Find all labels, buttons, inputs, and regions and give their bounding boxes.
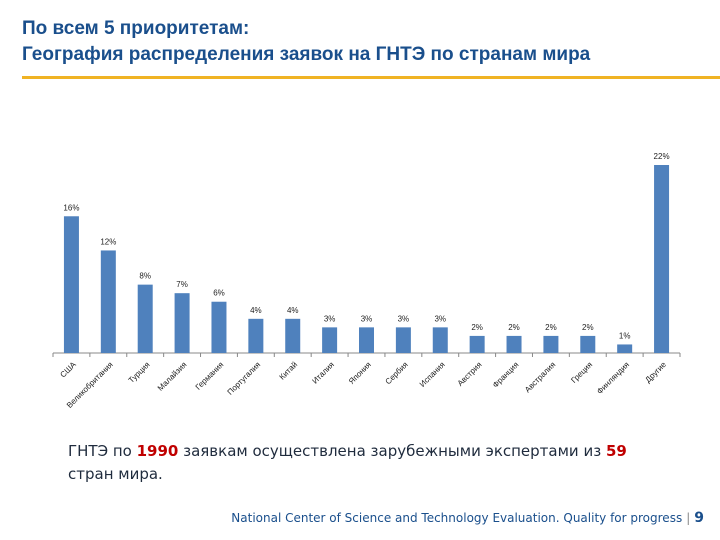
bar-1 xyxy=(100,250,116,353)
slide-title: По всем 5 приоритетам: География распред… xyxy=(22,16,702,68)
bar-12 xyxy=(506,335,522,353)
bar-value-label: 2% xyxy=(471,323,483,332)
title-line-1: По всем 5 приоритетам: xyxy=(22,18,250,39)
category-label: Турция xyxy=(127,360,152,385)
summary-note: ГНТЭ по 1990 заявкам осуществлена зарубе… xyxy=(68,440,668,486)
bar-value-label: 3% xyxy=(361,314,373,323)
countries-count: 59 xyxy=(605,442,627,460)
bar-value-label: 2% xyxy=(582,323,594,332)
bar-11 xyxy=(469,335,485,353)
bar-value-label: 4% xyxy=(287,306,299,315)
bar-3 xyxy=(174,293,190,353)
category-label: Германия xyxy=(194,360,226,392)
bar-0 xyxy=(63,216,79,353)
category-label: Китай xyxy=(277,360,299,382)
category-label: Испания xyxy=(418,360,447,389)
category-label: Греция xyxy=(569,360,594,385)
category-label: Австралия xyxy=(523,360,557,394)
category-label: Сербия xyxy=(384,360,410,386)
category-label: Малайзия xyxy=(156,360,189,393)
bar-value-label: 3% xyxy=(324,314,336,323)
note-text-1: ГНТЭ по xyxy=(68,442,137,460)
note-text-2: заявкам осуществлена зарубежными эксперт… xyxy=(178,442,606,460)
bar-4 xyxy=(211,301,227,353)
bar-5 xyxy=(248,318,264,353)
category-label: США xyxy=(58,360,78,380)
footer: National Center of Science and Technolog… xyxy=(231,510,704,526)
bar-value-label: 22% xyxy=(654,152,670,161)
applications-count: 1990 xyxy=(136,442,179,460)
title-line-2: География распределения заявок на ГНТЭ п… xyxy=(22,44,591,65)
category-label: Франция xyxy=(491,360,521,390)
bar-value-label: 3% xyxy=(434,314,446,323)
bar-14 xyxy=(580,335,596,353)
category-label: Италия xyxy=(310,360,336,386)
footer-separator: | xyxy=(686,511,691,525)
category-label: Япония xyxy=(347,360,373,386)
bar-value-label: 6% xyxy=(213,289,225,298)
bar-chart: 16%США12%Великобритания8%Турция7%Малайзи… xyxy=(52,152,681,410)
category-label: Другие xyxy=(643,360,668,385)
category-label: Финляндия xyxy=(595,360,631,396)
bar-9 xyxy=(395,327,411,353)
bar-value-label: 12% xyxy=(100,237,116,246)
category-label: Португалия xyxy=(226,360,263,397)
bar-value-label: 2% xyxy=(545,323,557,332)
bar-13 xyxy=(543,335,559,353)
bar-value-label: 4% xyxy=(250,306,262,315)
bar-10 xyxy=(432,327,448,353)
bar-value-label: 8% xyxy=(139,272,151,281)
bar-15 xyxy=(617,344,633,353)
bar-value-label: 3% xyxy=(398,314,410,323)
page-number: 9 xyxy=(694,510,704,526)
bar-value-label: 2% xyxy=(508,323,520,332)
title-accent-rule xyxy=(22,76,720,79)
bar-16 xyxy=(654,165,670,353)
bar-8 xyxy=(359,327,374,353)
category-label: Австрия xyxy=(456,360,484,388)
bar-7 xyxy=(322,327,338,353)
bar-2 xyxy=(137,284,153,353)
note-text-3: стран мира. xyxy=(68,465,163,483)
bar-6 xyxy=(285,318,301,353)
bar-value-label: 16% xyxy=(63,203,79,212)
bar-value-label: 1% xyxy=(619,331,631,340)
footer-text: National Center of Science and Technolog… xyxy=(231,511,683,525)
bar-value-label: 7% xyxy=(176,280,188,289)
